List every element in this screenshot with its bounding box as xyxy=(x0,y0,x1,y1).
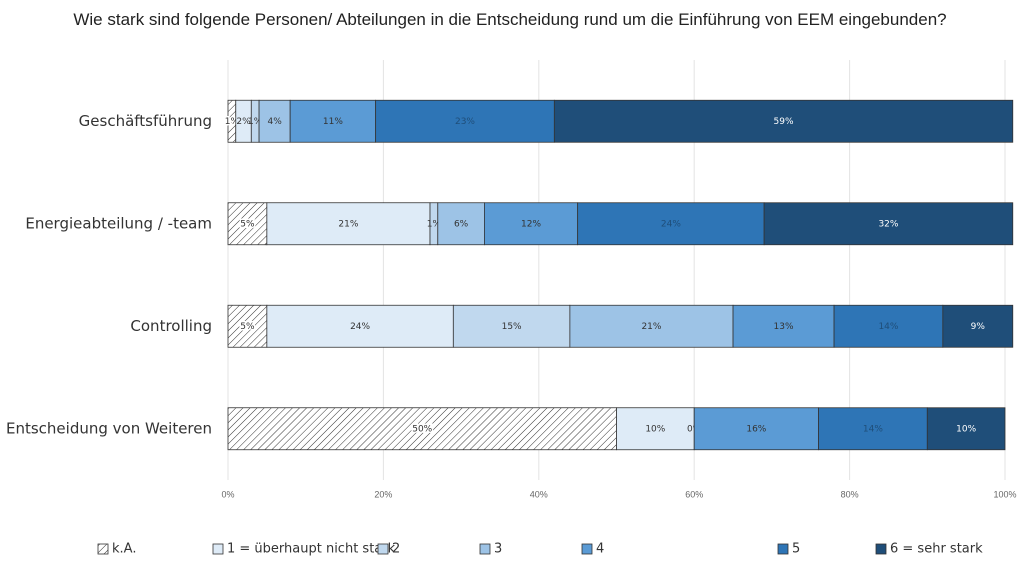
legend-label: 2 xyxy=(392,542,400,557)
data-label: 21% xyxy=(641,322,661,332)
data-label: 1% xyxy=(248,117,263,127)
data-label: 4% xyxy=(267,117,282,127)
bar-segment xyxy=(452,304,571,348)
bar-segment xyxy=(484,202,579,246)
bar-segment xyxy=(732,304,835,348)
legend-label: k.A. xyxy=(112,542,136,557)
x-tick-label: 40% xyxy=(530,489,548,499)
bar-segment xyxy=(227,304,268,348)
x-tick-label: 80% xyxy=(841,489,859,499)
x-tick-label: 0% xyxy=(221,489,234,499)
bar-segment xyxy=(926,407,1006,451)
bar-segment xyxy=(569,304,734,348)
data-label: 14% xyxy=(863,424,883,434)
bar-segment xyxy=(227,202,268,246)
data-label: 5% xyxy=(240,219,255,229)
data-label: 24% xyxy=(661,219,681,229)
legend-label: 3 xyxy=(494,542,502,557)
data-label: 6% xyxy=(454,219,469,229)
x-tick-label: 100% xyxy=(993,489,1016,499)
legend-marker xyxy=(581,543,593,555)
bar-segment xyxy=(693,407,819,451)
data-label: 16% xyxy=(746,424,766,434)
data-label: 10% xyxy=(645,424,665,434)
chart-title: Wie stark sind folgende Personen/ Abteil… xyxy=(73,10,947,29)
bar-segment xyxy=(833,304,944,348)
legend-label: 6 = sehr stark xyxy=(890,542,983,557)
bar-segment xyxy=(437,202,485,246)
data-label: 5% xyxy=(240,322,255,332)
data-label: 13% xyxy=(774,322,794,332)
data-label: 10% xyxy=(956,424,976,434)
data-label: 14% xyxy=(878,322,898,332)
x-tick-label: 20% xyxy=(374,489,392,499)
data-label: 32% xyxy=(878,219,898,229)
legend-marker xyxy=(875,543,887,555)
bar-segment xyxy=(577,202,765,246)
data-label: 2% xyxy=(236,117,251,127)
y-tick-label: Entscheidung von Weiteren xyxy=(6,419,212,437)
x-tick-label: 60% xyxy=(685,489,703,499)
legend-marker xyxy=(97,543,109,555)
bar-segment xyxy=(227,407,617,451)
legend-marker xyxy=(479,543,491,555)
legend-marker xyxy=(777,543,789,555)
data-label: 50% xyxy=(412,424,432,434)
data-label: 23% xyxy=(455,117,475,127)
bar-segment xyxy=(616,407,695,451)
data-label: 24% xyxy=(350,322,370,332)
legend-label: 1 = überhaupt nicht stark xyxy=(227,542,396,557)
legend-label: 4 xyxy=(596,542,604,557)
bar-segment xyxy=(942,304,1014,348)
bar-segment xyxy=(553,99,1014,143)
y-tick-label: Energieabteilung / -team xyxy=(25,214,212,232)
bar-segment xyxy=(763,202,1014,246)
y-tick-label: Geschäftsführung xyxy=(79,112,212,130)
data-label: 15% xyxy=(502,322,522,332)
data-label: 59% xyxy=(774,117,794,127)
data-label: 21% xyxy=(338,219,358,229)
data-label: 12% xyxy=(521,219,541,229)
bar-segment xyxy=(818,407,928,451)
data-label: 11% xyxy=(323,117,343,127)
data-label: 9% xyxy=(971,322,986,332)
legend-marker xyxy=(377,543,389,555)
y-tick-label: Controlling xyxy=(130,317,212,335)
bar-segment xyxy=(266,202,431,246)
bar-segment xyxy=(266,304,454,348)
data-label: 1% xyxy=(427,219,442,229)
legend-marker xyxy=(212,543,224,555)
legend-label: 5 xyxy=(792,542,800,557)
